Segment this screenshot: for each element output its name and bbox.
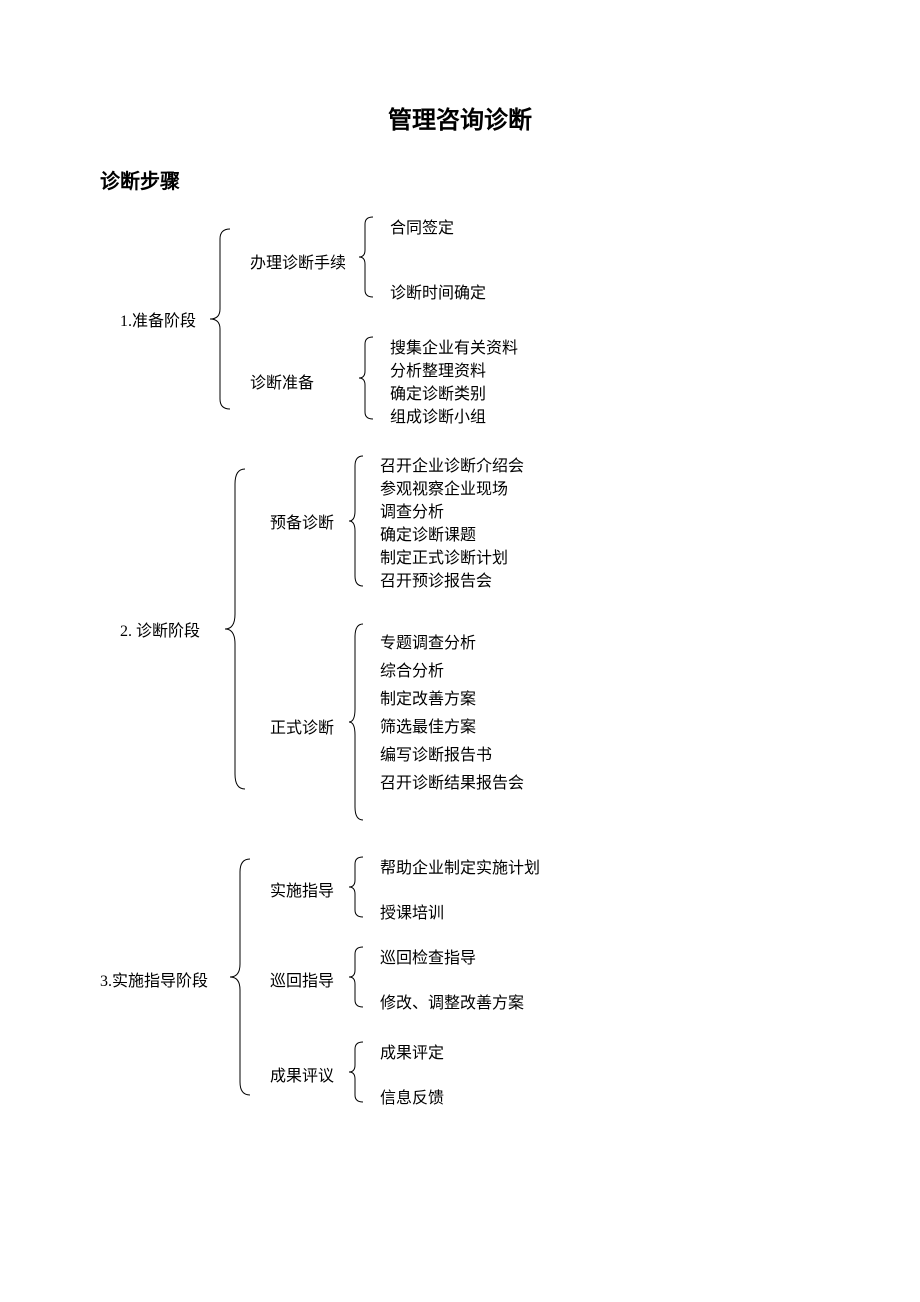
leaf-item: 搜集企业有关资料	[390, 334, 518, 358]
leaf-item: 巡回检查指导	[380, 944, 476, 968]
leaf-item: 诊断时间确定	[390, 279, 486, 303]
leaf-item: 组成诊断小组	[390, 403, 486, 427]
stage-3-child-1: 巡回指导	[270, 967, 334, 991]
leaf-item: 制定正式诊断计划	[380, 544, 508, 568]
leaf-item: 参观视察企业现场	[380, 475, 508, 499]
leaf-item: 合同签定	[390, 214, 454, 238]
leaf-item: 召开企业诊断介绍会	[380, 452, 524, 476]
leaf-item: 专题调查分析	[380, 629, 476, 653]
leaf-item: 信息反馈	[380, 1084, 444, 1108]
leaf-item: 确定诊断类别	[390, 380, 486, 404]
stage-3-label: 3.实施指导阶段	[100, 967, 208, 991]
section-subtitle: 诊断步骤	[100, 165, 840, 194]
leaf-item: 编写诊断报告书	[380, 741, 492, 765]
tree-diagram: 1.准备阶段 办理诊断手续 合同签定 诊断时间确定 诊断准备 搜集企业有关资料 …	[80, 204, 840, 1154]
brace-s1-c1	[355, 332, 377, 424]
stage-2-child-0: 预备诊断	[270, 509, 334, 533]
stage-3-child-2: 成果评议	[270, 1062, 334, 1086]
leaf-item: 修改、调整改善方案	[380, 989, 524, 1013]
stage-3-child-0: 实施指导	[270, 877, 334, 901]
brace-s3-c1	[345, 942, 367, 1012]
leaf-item: 制定改善方案	[380, 685, 476, 709]
brace-s2-c1	[345, 619, 367, 825]
stage-1-label: 1.准备阶段	[120, 307, 196, 331]
brace-stage-2	[220, 464, 250, 794]
brace-s2-c0	[345, 451, 367, 591]
brace-stage-3	[225, 854, 255, 1100]
page-title: 管理咨询诊断	[80, 100, 840, 135]
leaf-item: 授课培训	[380, 899, 444, 923]
leaf-item: 调查分析	[380, 498, 444, 522]
leaf-item: 综合分析	[380, 657, 444, 681]
leaf-item: 分析整理资料	[390, 357, 486, 381]
leaf-item: 筛选最佳方案	[380, 713, 476, 737]
leaf-item: 召开预诊报告会	[380, 567, 492, 591]
leaf-item: 帮助企业制定实施计划	[380, 854, 540, 878]
leaf-item: 召开诊断结果报告会	[380, 769, 524, 793]
brace-s3-c2	[345, 1037, 367, 1107]
leaf-item: 成果评定	[380, 1039, 444, 1063]
stage-1-child-0: 办理诊断手续	[250, 249, 346, 273]
stage-1-child-1: 诊断准备	[250, 369, 314, 393]
stage-2-label: 2. 诊断阶段	[120, 617, 200, 641]
leaf-item: 确定诊断课题	[380, 521, 476, 545]
brace-stage-1	[205, 224, 235, 414]
brace-s3-c0	[345, 852, 367, 922]
stage-2-child-1: 正式诊断	[270, 714, 334, 738]
brace-s1-c0	[355, 212, 377, 302]
